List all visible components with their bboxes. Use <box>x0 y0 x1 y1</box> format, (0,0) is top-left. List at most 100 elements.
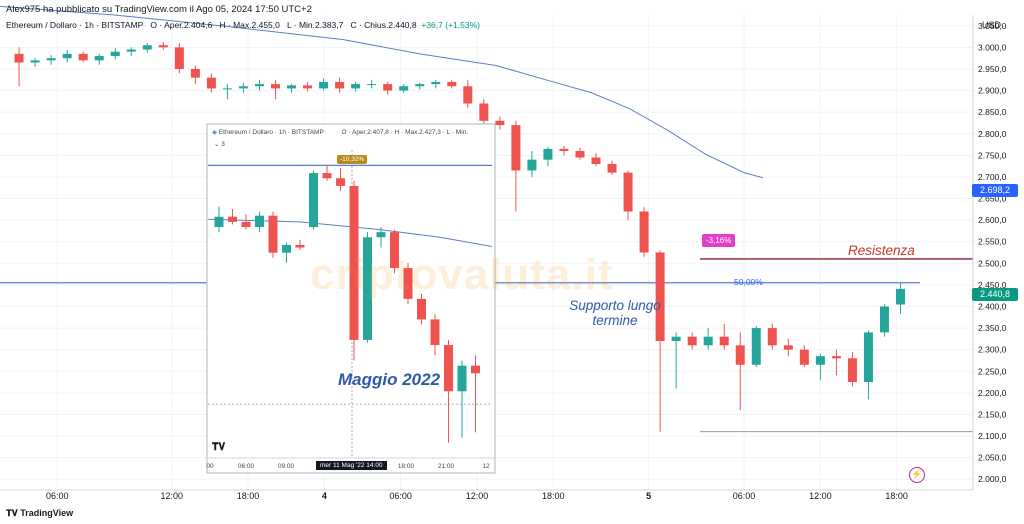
inset-x-tick-label: 21:00 <box>438 463 455 470</box>
y-tick-label: 2.000,0 <box>978 474 1007 484</box>
candle <box>238 82 248 93</box>
candle <box>879 304 889 337</box>
fib-level-label: 50,00% <box>734 277 763 287</box>
candle <box>575 147 585 160</box>
x-tick-label: 18:00 <box>542 491 565 501</box>
ma-price-tag: 2.698,2 <box>972 184 1018 197</box>
x-tick-label: 06:00 <box>733 491 756 501</box>
candle <box>62 49 72 63</box>
inset-candle <box>228 209 237 225</box>
candle <box>78 51 88 63</box>
y-tick-label: 2.050,0 <box>978 453 1007 463</box>
inset-candle <box>471 355 480 433</box>
y-tick-label: 2.500,0 <box>978 258 1007 268</box>
x-tick-label: 5 <box>646 491 651 501</box>
y-tick-label: 2.450,0 <box>978 280 1007 290</box>
candle <box>303 81 313 92</box>
inset-candle <box>241 214 251 230</box>
x-tick-label: 12:00 <box>809 491 832 501</box>
inset-candle <box>268 211 278 258</box>
ohlc-high: H · Max.2.455,0 <box>219 20 280 30</box>
x-tick-label: 4 <box>322 491 327 501</box>
inset-candle <box>403 262 413 304</box>
inset-x-tick-label: 12 <box>482 463 490 470</box>
y-tick-label: 2.150,0 <box>978 409 1007 419</box>
candle <box>655 250 665 432</box>
x-tick-label: 18:00 <box>237 491 260 501</box>
inset-candle <box>349 180 359 361</box>
candle <box>463 79 473 108</box>
y-tick-label: 2.900,0 <box>978 86 1007 96</box>
candle <box>607 160 617 175</box>
lightning-icon[interactable]: ⚡ <box>909 467 925 483</box>
inset-x-tick-label: 09:00 <box>278 463 295 470</box>
candle <box>719 323 729 350</box>
candle <box>896 282 906 314</box>
moving-average-line <box>0 5 764 179</box>
candle <box>142 43 152 53</box>
symbol-ohlc-line: Ethereum / Dollaro · 1h · BITSTAMP O · A… <box>6 20 480 30</box>
candle <box>783 338 793 357</box>
tradingview-logo-icon: 𝐓𝐕 <box>6 508 18 518</box>
inset-x-tick-label: 00 <box>206 463 214 470</box>
published-info: Alex975 ha pubblicato su TradingView.com… <box>6 4 312 15</box>
currency-label[interactable]: USD <box>982 20 1002 30</box>
candle <box>687 332 697 350</box>
inset-tradingview-logo-icon: 𝐓𝐕 <box>212 442 226 453</box>
y-tick-label: 2.700,0 <box>978 172 1007 182</box>
candle <box>623 170 633 221</box>
candle <box>270 79 280 100</box>
candle <box>479 99 489 126</box>
candle <box>158 42 168 50</box>
candle <box>351 81 361 92</box>
candle <box>767 323 777 350</box>
y-tick-label: 2.600,0 <box>978 215 1007 225</box>
candle <box>94 53 104 65</box>
candle <box>287 84 297 93</box>
y-tick-label: 2.850,0 <box>978 107 1007 117</box>
y-tick-label: 2.400,0 <box>978 301 1007 311</box>
candle <box>543 146 553 167</box>
inset-percent-badge: -10,32% <box>337 155 368 164</box>
candle <box>815 353 825 380</box>
symbol-name[interactable]: Ethereum / Dollaro · 1h · BITSTAMP <box>6 20 144 30</box>
candle <box>447 79 457 89</box>
inset-dot-icon: ◈ <box>212 129 217 136</box>
y-tick-label: 3.050,0 <box>978 21 1007 31</box>
tradingview-brand: TradingView <box>20 508 74 518</box>
candle <box>703 328 713 350</box>
candle <box>383 81 393 95</box>
y-tick-label: 2.200,0 <box>978 388 1007 398</box>
y-tick-label: 2.100,0 <box>978 431 1007 441</box>
inset-candle <box>417 293 426 325</box>
y-tick-label: 2.750,0 <box>978 150 1007 160</box>
candle <box>126 47 136 57</box>
candle <box>30 58 40 67</box>
candle <box>222 84 232 100</box>
candle <box>559 145 569 156</box>
inset-collapse[interactable]: ⌄ 3 <box>214 141 225 148</box>
y-tick-label: 3.000,0 <box>978 42 1007 52</box>
inset-candle <box>282 242 291 263</box>
percent-change-badge: -3,16% <box>702 234 736 247</box>
inset-candle <box>322 165 332 181</box>
candle <box>399 84 409 93</box>
candle <box>415 82 425 90</box>
candle <box>495 116 505 130</box>
inset-candle <box>309 170 318 230</box>
candle <box>863 330 873 400</box>
inset-candle <box>430 314 440 356</box>
candle <box>751 325 761 367</box>
ohlc-close: C · Chius.2.440,8 <box>350 20 417 30</box>
inset-candle <box>444 339 453 443</box>
inset-selected-date: mer 11 Mag '22 14:00 <box>316 461 387 470</box>
annotation-resistenza: Resistenza <box>848 243 915 258</box>
y-tick-label: 2.650,0 <box>978 194 1007 204</box>
watermark: criptovaluta.it <box>310 250 614 299</box>
annotation-supporto: Supporto lungo termine <box>569 298 661 328</box>
candle <box>190 65 200 85</box>
y-tick-label: 2.300,0 <box>978 345 1007 355</box>
inset-candle <box>390 229 399 274</box>
candle <box>671 332 681 389</box>
